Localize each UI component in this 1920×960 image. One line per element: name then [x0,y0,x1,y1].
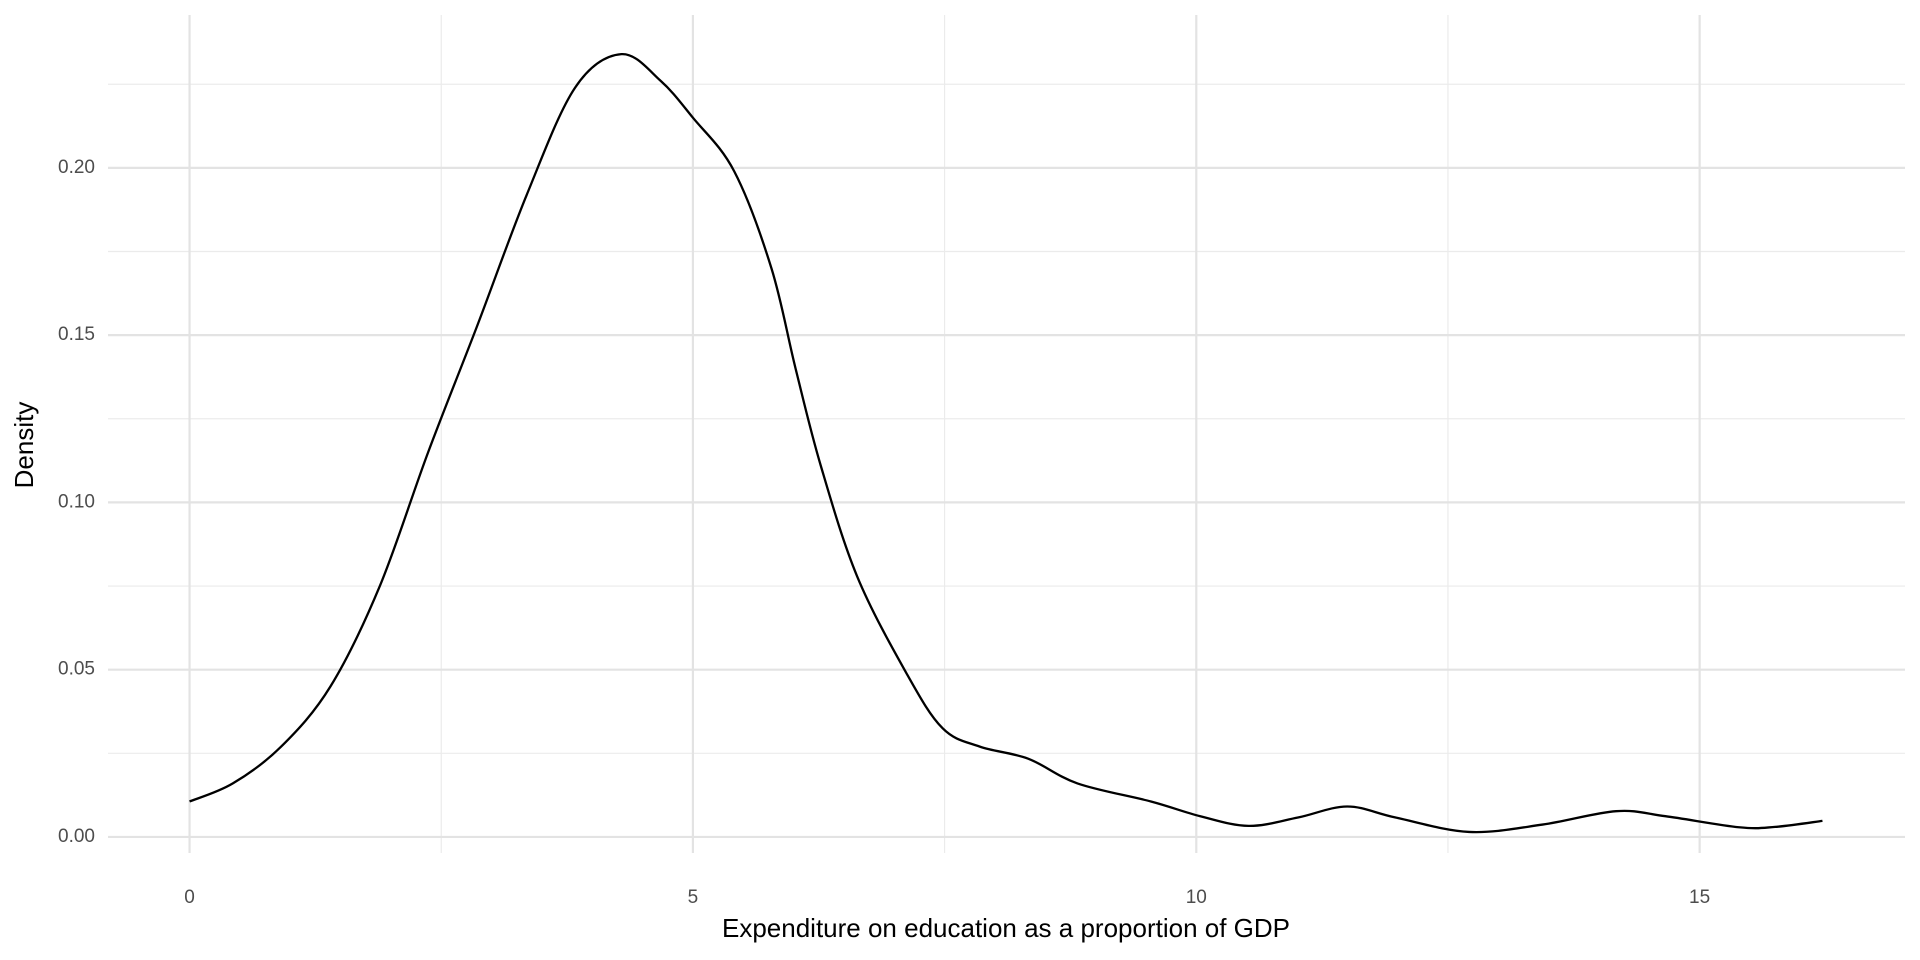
y-tick-label: 0.00 [58,826,95,847]
x-tick-label: 10 [1186,887,1207,908]
y-tick-label: 0.10 [58,491,95,512]
x-tick-label: 15 [1689,887,1710,908]
y-tick-label: 0.15 [58,324,95,345]
x-tick-label: 0 [184,887,195,908]
x-tick-label: 5 [688,887,699,908]
y-axis-title: Density [9,402,39,489]
y-tick-label: 0.05 [58,659,95,680]
density-line [189,52,1823,834]
y-tick-label: 0.20 [58,157,95,178]
x-axis-title: Expenditure on education as a proportion… [722,913,1290,943]
